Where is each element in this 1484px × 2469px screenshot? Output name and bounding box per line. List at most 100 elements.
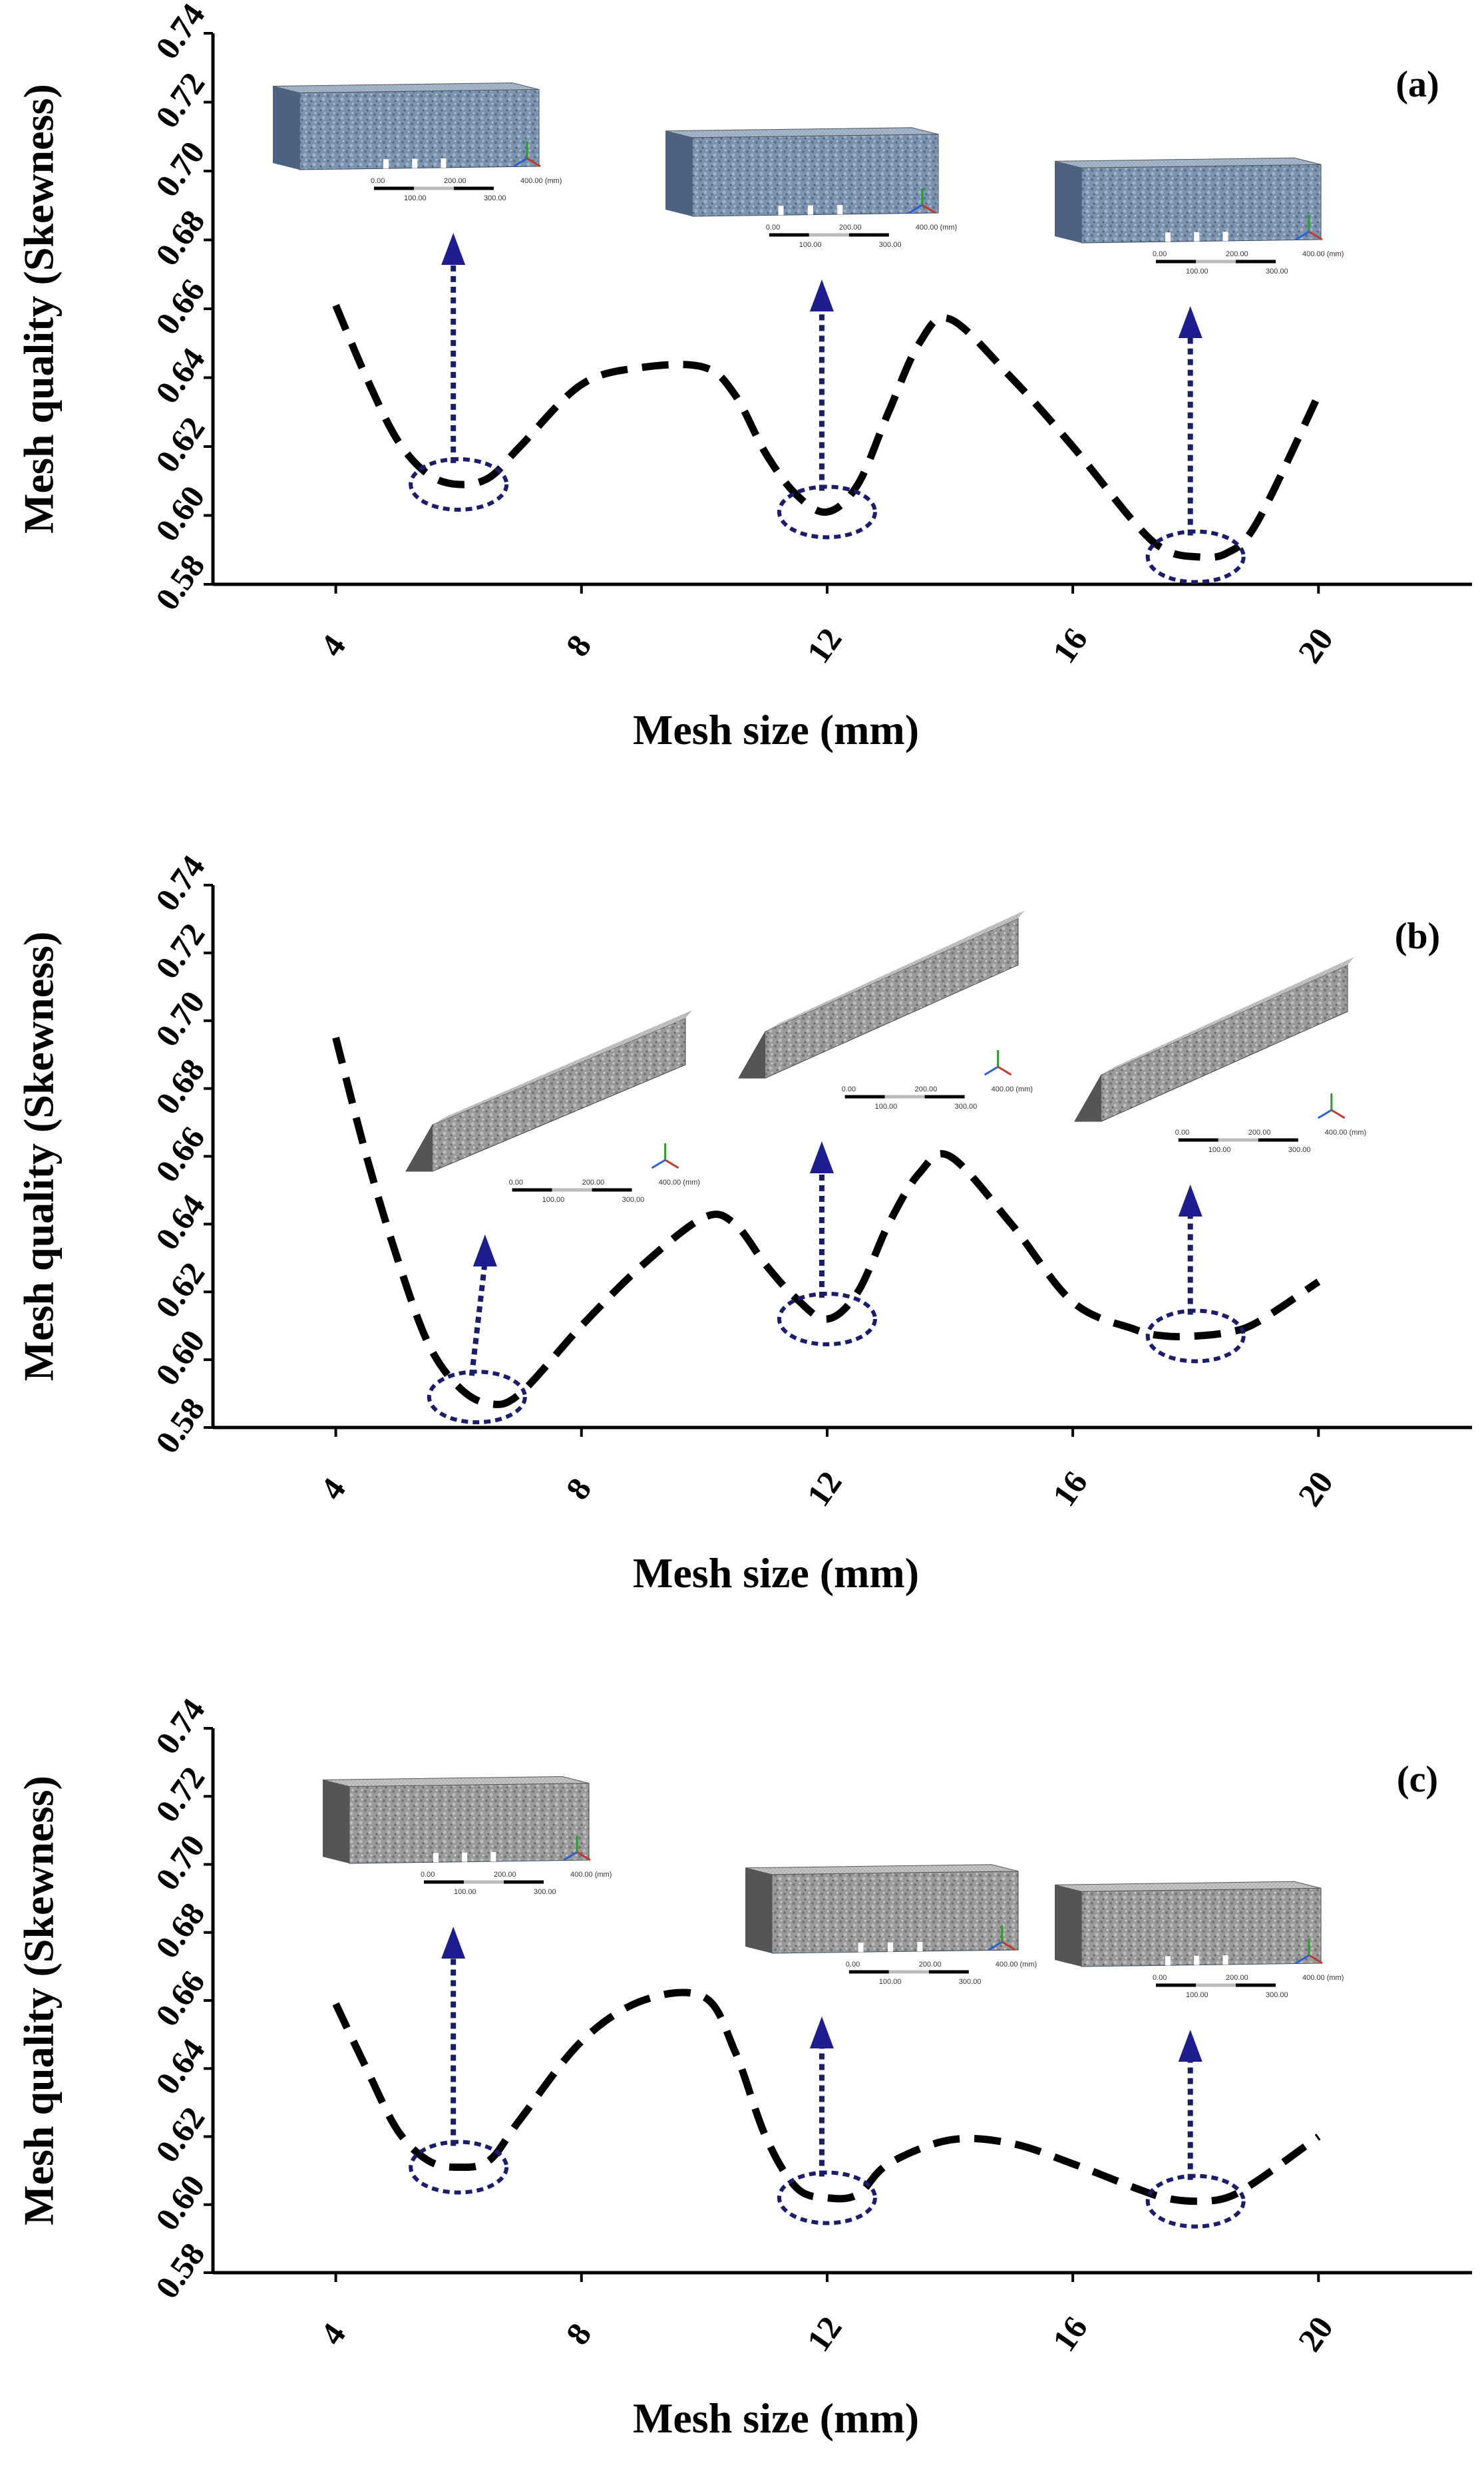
x-tick-label: 12: [799, 621, 849, 669]
y-tick-label: 0.74: [148, 1692, 212, 1761]
panel-label: (c): [1397, 1759, 1438, 1800]
x-tick-label: 20: [1290, 1464, 1340, 1513]
y-tick-label: 0.62: [148, 2100, 212, 2169]
x-tick-label: 8: [558, 1471, 598, 1507]
beam-notch: [1222, 232, 1228, 242]
beam-notch: [1222, 1955, 1228, 1965]
chart-panel-3: 0.580.600.620.640.660.680.700.720.74 4 8 12…: [15, 1692, 1472, 2442]
x-tick-label: 16: [1045, 1464, 1095, 1513]
chart-panel-2: 0.580.600.620.640.660.680.700.720.74 4 8 12…: [15, 849, 1472, 1597]
scale-label: 300.00: [622, 1196, 645, 1204]
beam-end-face: [1055, 1885, 1081, 1967]
y-tick-label: 0.66: [148, 1119, 212, 1189]
beam-end-face: [323, 1780, 349, 1863]
beam-front-face: [691, 134, 939, 217]
axis-triad-icon: [1318, 1093, 1346, 1119]
axis-triad-icon: [984, 1050, 1012, 1076]
highlight-ellipse: [1145, 1308, 1246, 1364]
y-tick-label: 0.70: [148, 984, 212, 1053]
beam-notch: [837, 205, 843, 215]
arrow-up-icon: [809, 1141, 834, 1173]
y-tick-label: 0.66: [148, 1964, 212, 2033]
beam-front-face: [1081, 1887, 1322, 1967]
y-tick-label: 0.62: [148, 1255, 212, 1324]
beam-end-face: [745, 1867, 772, 1953]
x-tick-label: 8: [558, 2317, 598, 2352]
highlight-ellipse: [777, 484, 877, 540]
scale-label: 0.00: [509, 1179, 523, 1187]
beam-notch: [778, 206, 784, 216]
axis-triad-icon: [908, 188, 936, 214]
arrow-up-icon: [1178, 2030, 1203, 2062]
y-tick-label: 0.64: [148, 341, 212, 410]
beam-notch: [462, 1852, 468, 1862]
x-tick-label: 20: [1290, 2309, 1340, 2358]
scale-label: 200.00: [494, 1871, 516, 1879]
scale-label: 200.00: [444, 177, 466, 185]
scale-label: 200.00: [1248, 1129, 1271, 1137]
scale-label: 400.00 (mm): [992, 1085, 1033, 1093]
beam-notch: [412, 158, 418, 168]
axis-triad-icon: [988, 1925, 1016, 1951]
scale-label: 400.00 (mm): [570, 1871, 612, 1879]
y-tick-label: 0.62: [148, 410, 212, 479]
beam-notch: [1165, 1956, 1171, 1966]
scale-label: 400.00 (mm): [1325, 1129, 1366, 1137]
highlight-ellipse: [409, 2140, 509, 2195]
beam-inset-2: 0.00 100.00 200.00 300.00 400.00 (mm): [745, 1864, 1037, 1986]
scale-label: 200.00: [915, 1085, 938, 1093]
scale-label: 100.00: [875, 1103, 898, 1111]
y-axis-title: Mesh quality (Skewness): [15, 84, 63, 534]
x-axis-title: Mesh size (mm): [633, 2394, 919, 2442]
axis-triad-icon: [1295, 1939, 1323, 1965]
beam-notch: [441, 158, 447, 168]
beam-inset-3: 0.00 100.00 200.00 300.00 400.00 (mm): [1054, 157, 1344, 276]
x-tick-label: 16: [1045, 2309, 1095, 2358]
scale-label: 100.00: [1186, 268, 1208, 276]
beam-notch: [383, 159, 389, 169]
arrow-up-icon: [472, 1234, 497, 1266]
scale-label: 0.00: [1175, 1129, 1189, 1137]
axis-triad-icon: [563, 1835, 591, 1861]
highlight-ellipse: [427, 1370, 527, 1425]
axis-triad-icon: [513, 142, 541, 168]
beam-front-face: [738, 918, 1019, 1079]
scale-label: 0.00: [1153, 1974, 1167, 1982]
beam-inset-3: 0.00 100.00 200.00 300.00 400.00 (mm): [1074, 957, 1366, 1154]
series-line-1: [332, 1989, 1321, 2205]
highlight-ellipse: [777, 2170, 877, 2225]
scale-label: 100.00: [879, 1978, 902, 1986]
beam-front-face: [299, 89, 540, 170]
y-tick-label: 0.68: [148, 1896, 212, 1965]
x-tick-label: 4: [313, 628, 353, 664]
scale-label: 200.00: [1226, 1974, 1248, 1982]
beam-notch: [433, 1853, 439, 1863]
beam-notch: [807, 205, 813, 215]
scale-label: 300.00: [959, 1978, 982, 1986]
highlight-ellipse: [1145, 2174, 1246, 2229]
scale-label: 0.00: [846, 1961, 860, 1969]
x-tick-label: 20: [1290, 621, 1340, 669]
highlight-ellipse: [409, 457, 509, 512]
panel-label: (a): [1395, 64, 1439, 105]
y-tick-label: 0.72: [148, 916, 212, 986]
scale-label: 400.00 (mm): [1302, 1974, 1344, 1982]
y-tick-label: 0.58: [148, 1391, 212, 1460]
y-tick-label: 0.58: [148, 548, 212, 617]
beam-front-face: [771, 1871, 1019, 1954]
x-tick-label: 12: [799, 1464, 849, 1513]
scale-label: 300.00: [534, 1888, 556, 1896]
scale-label: 100.00: [454, 1888, 476, 1896]
y-tick-label: 0.58: [148, 2236, 212, 2305]
highlight-ellipse: [777, 1292, 877, 1346]
scale-label: 400.00 (mm): [916, 224, 957, 232]
scale-label: 200.00: [582, 1179, 605, 1187]
y-tick-label: 0.74: [148, 0, 212, 66]
beam-front-face: [1074, 964, 1348, 1122]
beam-end-face: [273, 86, 299, 170]
arrow-up-icon: [1178, 306, 1203, 338]
scale-label: 0.00: [766, 224, 780, 232]
x-tick-label: 4: [313, 2317, 353, 2352]
scale-label: 100.00: [404, 194, 427, 202]
beam-front-face: [405, 1018, 686, 1172]
